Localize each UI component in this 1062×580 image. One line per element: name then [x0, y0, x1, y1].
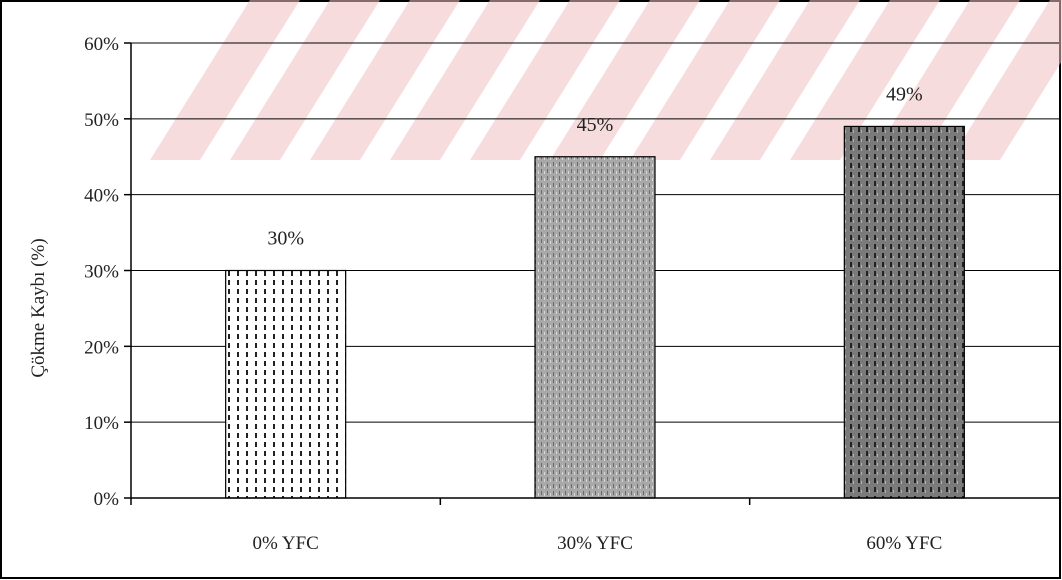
- bar: [225, 269, 347, 499]
- watermark-stripes: [150, 0, 1062, 160]
- watermark-stripe: [550, 0, 700, 160]
- x-axis-labels: 0% YFC 30% YFC 60% YFC: [252, 533, 942, 554]
- y-tick-label: 60%: [84, 34, 119, 55]
- watermark-stripe: [230, 0, 380, 160]
- y-tick-label: 20%: [84, 337, 119, 358]
- bar: [534, 156, 656, 499]
- y-tick-label: 30%: [84, 262, 119, 283]
- watermark-stripe: [470, 0, 620, 160]
- data-label: 45%: [577, 114, 614, 136]
- y-tick-label: 40%: [84, 186, 119, 207]
- watermark-stripe: [150, 0, 300, 160]
- watermark-stripe: [870, 0, 1020, 160]
- x-tick-label: 0% YFC: [252, 533, 318, 554]
- y-tick-label: 50%: [84, 110, 119, 131]
- y-tick-label: 10%: [84, 413, 119, 434]
- data-label: 30%: [267, 228, 304, 250]
- x-tick-label: 60% YFC: [866, 533, 942, 554]
- watermark-stripe: [710, 0, 860, 160]
- watermark-stripe: [630, 0, 780, 160]
- data-label: 49%: [886, 83, 923, 105]
- data-labels: 30% 45% 49%: [267, 83, 922, 249]
- y-tick-label: 0%: [94, 489, 120, 510]
- bar: [843, 125, 965, 499]
- watermark-stripe: [790, 0, 940, 160]
- watermark-stripe: [950, 0, 1062, 160]
- watermark-stripe: [390, 0, 540, 160]
- y-axis-title: Çökme Kaybı (%): [28, 238, 49, 377]
- x-tick-label: 30% YFC: [557, 533, 633, 554]
- x-axis-ticks: [130, 498, 751, 505]
- y-axis-ticks: 0% 10% 20% 30% 40% 50% 60%: [84, 34, 131, 510]
- watermark-stripe: [310, 0, 460, 160]
- bars: [225, 125, 965, 499]
